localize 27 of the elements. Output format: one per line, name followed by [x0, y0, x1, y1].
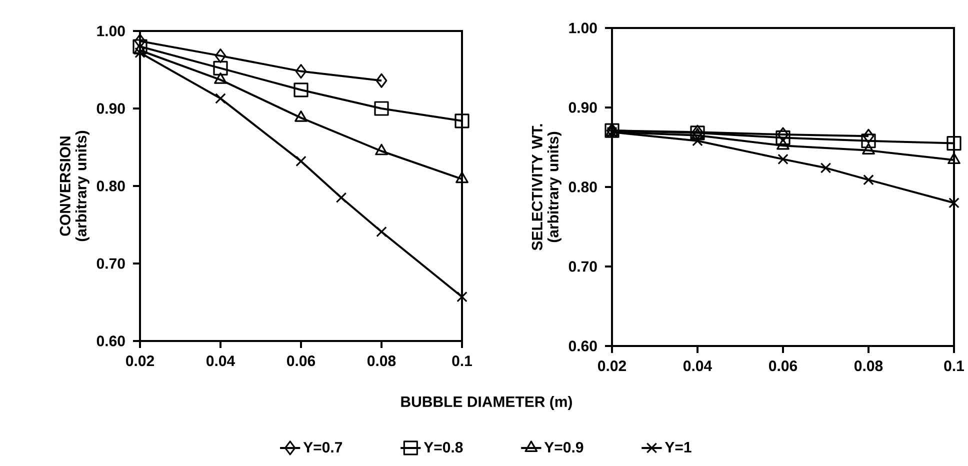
legend-label: Y=1: [664, 442, 692, 452]
x-tick-label: 0.06: [287, 356, 316, 366]
legend-label: Y=0.7: [303, 442, 342, 453]
y-tick-label: 0.80: [96, 180, 125, 192]
x-tick-label: 0.04: [206, 356, 236, 366]
x-tick-label: 0.08: [854, 360, 883, 372]
x-tick-label: 0.06: [769, 360, 798, 372]
y-tick-label: 1.00: [569, 22, 597, 34]
y-axis-title: SELECTIVITY WT. (arbitrary units): [532, 124, 562, 250]
legend-label: Y=0.8: [424, 442, 463, 453]
x-tick-label: 0.02: [126, 356, 154, 366]
x-tick-label: 0.08: [368, 356, 396, 366]
y-tick-label: 0.90: [96, 103, 125, 114]
y-tick-label: 0.70: [568, 261, 597, 272]
x-tick-label: 0.04: [684, 360, 712, 372]
x-tick-label: 0.1: [944, 360, 964, 372]
x-tick-label: 0.1: [452, 356, 472, 366]
y-axis-title: CONVERSION (arbitrary units): [60, 130, 90, 242]
y-tick-label: 0.60: [96, 336, 125, 346]
y-tick-label: 0.60: [568, 340, 597, 352]
x-axis-title: BUBBLE DIAMETER (m): [401, 396, 572, 410]
y-tick-label: 0.90: [568, 102, 597, 113]
x-tick-label: 0.02: [598, 360, 626, 372]
y-tick-label: 0.70: [96, 258, 125, 269]
y-tick-label: 1.00: [97, 26, 125, 36]
legend-label: Y=0.9: [544, 442, 584, 453]
y-tick-label: 0.80: [568, 182, 597, 192]
